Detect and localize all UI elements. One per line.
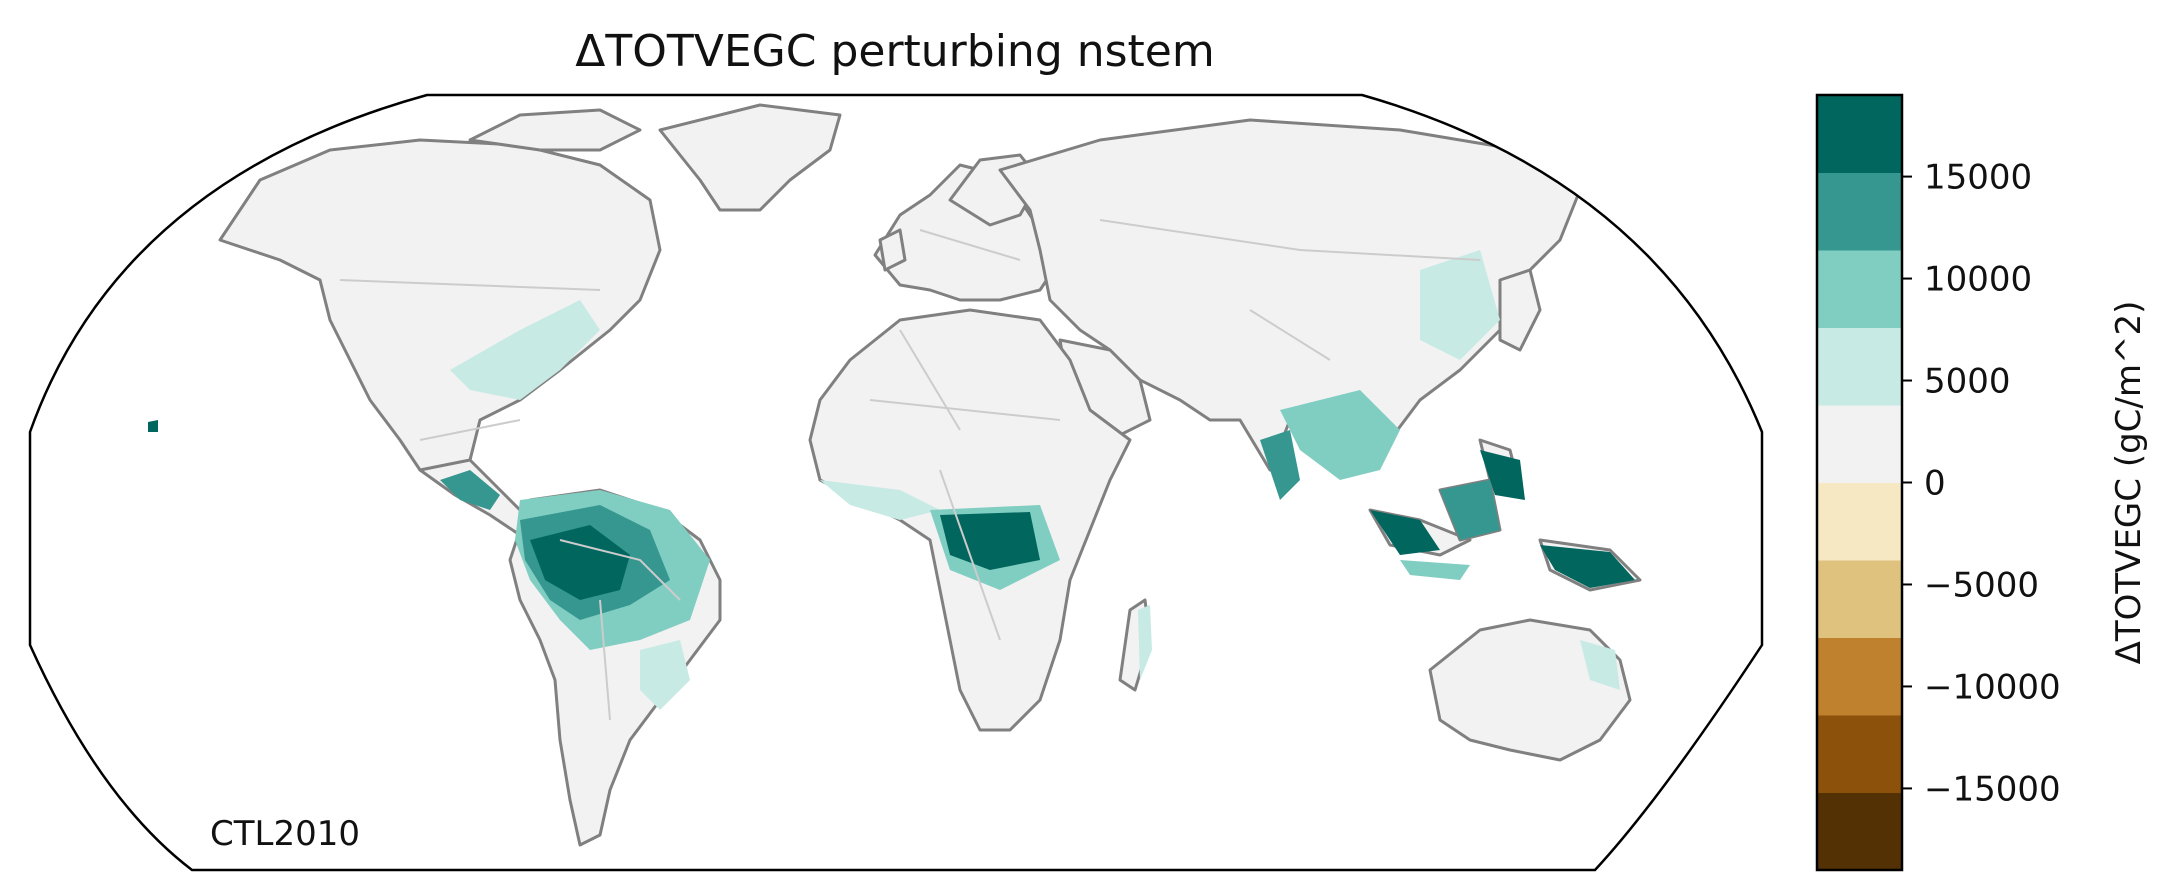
greenland-landmass (658, 103, 842, 212)
country-borders (339, 219, 1481, 721)
southeast-asia-change (1280, 390, 1400, 480)
madagascar-change (1138, 605, 1152, 680)
japan-landmass (1498, 268, 1542, 352)
java-change (1400, 560, 1470, 580)
borneo-change (1440, 480, 1500, 540)
colorbar-tick-label: 5000 (1924, 362, 2011, 402)
arctic-islands (468, 108, 642, 152)
colorbar-segment (1817, 560, 1902, 638)
hawaii-change (148, 420, 158, 432)
british-isles-landmass (878, 228, 907, 272)
colorbar-segment (1817, 405, 1902, 483)
sumatra-change (1370, 510, 1440, 555)
colorbar-segment (1817, 327, 1902, 406)
colorbar-tick-label: 0 (1924, 464, 1946, 504)
eastern-us-change (450, 300, 600, 400)
colorbar-segment (1817, 637, 1902, 716)
colorbar-segment (1817, 715, 1902, 793)
sulawesi-change (1480, 450, 1525, 500)
colorbar-segment (1817, 792, 1902, 871)
scenario-label: CTL2010 (210, 814, 360, 854)
map-title: ΔTOTVEGC perturbing nstem (575, 26, 1214, 77)
new-guinea-change (1540, 545, 1635, 588)
vegetation-carbon-change (148, 250, 1635, 710)
australia-landmass (1428, 618, 1632, 762)
colorbar-tick-label: 15000 (1924, 158, 2032, 198)
atlantic-forest-change (640, 640, 690, 710)
colorbar-segment (1817, 250, 1902, 328)
west-africa-change (820, 480, 940, 520)
colorbar-segment (1817, 482, 1902, 561)
colorbar-segment (1817, 95, 1902, 173)
eastern-china-change (1420, 250, 1500, 360)
ne-australia-change (1580, 640, 1620, 690)
amazon-change-core (530, 525, 630, 600)
colorbar-tick-label: −10000 (1924, 667, 2061, 707)
colorbar-tick-label: −15000 (1924, 769, 2061, 809)
india-coast-change (1260, 430, 1300, 500)
colorbar: 15000 10000 5000 0 −5000 −10000 −15000 (1815, 93, 2061, 872)
central-america-change (440, 470, 500, 510)
colorbar-label: ΔTOTVEGC (gC/m^2) (2109, 301, 2149, 665)
world-map (148, 103, 1712, 847)
map-outline (28, 93, 1764, 872)
colorbar-segment (1817, 172, 1902, 251)
congo-change-core (940, 512, 1040, 570)
colorbar-tick-label: 10000 (1924, 260, 2032, 300)
colorbar-tick-label: −5000 (1924, 565, 2039, 605)
